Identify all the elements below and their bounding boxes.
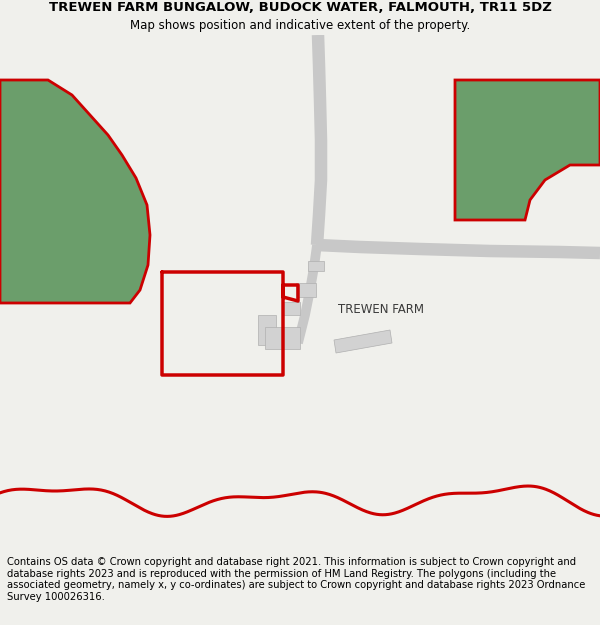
- Text: Map shows position and indicative extent of the property.: Map shows position and indicative extent…: [130, 19, 470, 32]
- Polygon shape: [334, 330, 392, 353]
- Polygon shape: [455, 80, 600, 220]
- Bar: [282, 302, 300, 315]
- Bar: [308, 261, 324, 271]
- Text: Contains OS data © Crown copyright and database right 2021. This information is : Contains OS data © Crown copyright and d…: [7, 557, 586, 602]
- Polygon shape: [0, 80, 150, 303]
- Bar: [296, 283, 316, 297]
- Text: TREWEN FARM: TREWEN FARM: [338, 303, 424, 316]
- Text: TREWEN FARM BUNGALOW, BUDOCK WATER, FALMOUTH, TR11 5DZ: TREWEN FARM BUNGALOW, BUDOCK WATER, FALM…: [49, 1, 551, 14]
- Bar: [265, 327, 300, 349]
- Bar: [258, 315, 276, 345]
